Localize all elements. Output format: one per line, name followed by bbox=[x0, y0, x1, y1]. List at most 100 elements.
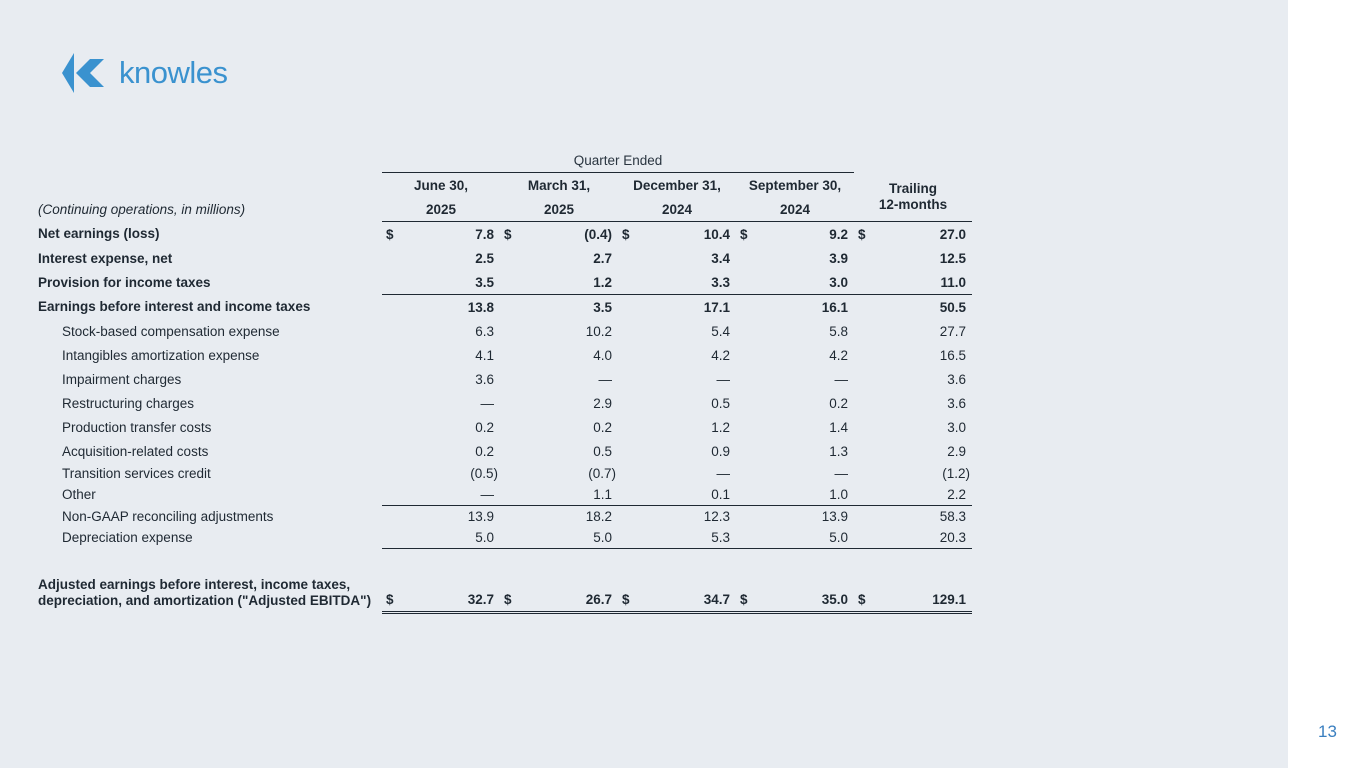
col-header-2-line1: March 31, bbox=[500, 172, 618, 197]
cell-value: (0.7) bbox=[588, 466, 616, 481]
cell-value: (0.5) bbox=[470, 466, 498, 481]
cell-value: 5.3 bbox=[711, 530, 730, 545]
table-row: Acquisition-related costs 0.2 0.5 0.9 1.… bbox=[38, 439, 972, 463]
trailing-header-line1: Trailing bbox=[888, 180, 937, 196]
row-label: Adjusted earnings before interest, incom… bbox=[38, 576, 372, 608]
table-row: Intangibles amortization expense 4.1 4.0… bbox=[38, 343, 972, 367]
currency-symbol: $ bbox=[854, 221, 872, 246]
cell-value: 12.5 bbox=[939, 250, 966, 266]
row-label: Depreciation expense bbox=[62, 530, 193, 546]
cell-value: — bbox=[480, 395, 495, 411]
ebitda-reconciliation-table: Quarter Ended June 30, March 31, Decembe… bbox=[38, 148, 972, 614]
row-label: Non-GAAP reconciling adjustments bbox=[62, 508, 274, 524]
cell-value: 0.2 bbox=[475, 443, 494, 459]
cell-value: 11.0 bbox=[940, 274, 966, 290]
cell-value: 10.4 bbox=[636, 221, 736, 246]
row-label: Interest expense, net bbox=[38, 250, 173, 266]
cell-value: 35.0 bbox=[754, 548, 854, 614]
row-label: Production transfer costs bbox=[62, 419, 212, 435]
cell-value: — bbox=[834, 466, 849, 481]
cell-value: 17.1 bbox=[636, 294, 736, 319]
cell-value: 0.5 bbox=[593, 443, 612, 459]
col-header-3-line2: 2024 bbox=[661, 201, 693, 217]
currency-symbol: $ bbox=[618, 548, 636, 614]
row-label: Other bbox=[62, 487, 96, 503]
cell-value: 0.5 bbox=[711, 395, 730, 411]
company-logo: knowles bbox=[62, 52, 228, 94]
cell-value: (0.4) bbox=[518, 221, 618, 246]
currency-symbol: $ bbox=[736, 548, 754, 614]
cell-value: 7.8 bbox=[400, 221, 500, 246]
cell-value: 2.2 bbox=[947, 487, 966, 502]
table-row: Provision for income taxes 3.5 1.2 3.3 3… bbox=[38, 270, 972, 295]
cell-value: (1.2) bbox=[942, 466, 970, 481]
cell-value: 32.7 bbox=[400, 548, 500, 614]
table-row: Depreciation expense 5.0 5.0 5.3 5.0 20.… bbox=[38, 527, 972, 549]
table-row: Interest expense, net 2.5 2.7 3.4 3.9 12… bbox=[38, 246, 972, 270]
cell-value: 6.3 bbox=[475, 323, 494, 339]
row-label: Earnings before interest and income taxe… bbox=[38, 299, 311, 315]
row-label: Stock-based compensation expense bbox=[62, 323, 280, 339]
col-header-1-line1: June 30, bbox=[382, 172, 500, 197]
cell-value: 0.9 bbox=[711, 443, 730, 459]
cell-value: 3.5 bbox=[475, 274, 494, 290]
cell-value: 3.6 bbox=[947, 395, 966, 411]
cell-value: 3.0 bbox=[947, 419, 966, 435]
currency-symbol: $ bbox=[500, 548, 518, 614]
cell-value: 4.2 bbox=[711, 347, 730, 363]
cell-value: 0.2 bbox=[593, 419, 612, 435]
cell-value: 0.1 bbox=[711, 487, 730, 502]
cell-value: — bbox=[834, 371, 849, 387]
col-header-4-line2: 2024 bbox=[779, 201, 811, 217]
row-label: Net earnings (loss) bbox=[38, 226, 160, 242]
cell-value: 4.1 bbox=[475, 347, 494, 363]
table-caption: (Continuing operations, in millions) bbox=[38, 201, 246, 217]
cell-value: 2.5 bbox=[475, 250, 494, 266]
cell-value: 1.0 bbox=[829, 487, 848, 502]
cell-value: 5.0 bbox=[475, 530, 494, 545]
table-row: Non-GAAP reconciling adjustments 13.9 18… bbox=[38, 505, 972, 527]
row-label: Transition services credit bbox=[62, 466, 211, 481]
cell-value: 3.6 bbox=[475, 371, 494, 387]
table-row: Impairment charges 3.6 — — — 3.6 bbox=[38, 367, 972, 391]
cell-value: 9.2 bbox=[754, 221, 854, 246]
cell-value: 3.9 bbox=[829, 250, 848, 266]
cell-value: 27.7 bbox=[939, 323, 966, 339]
quarter-ended-header: Quarter Ended bbox=[573, 152, 663, 168]
cell-value: 20.3 bbox=[939, 530, 966, 545]
row-label: Restructuring charges bbox=[62, 395, 195, 411]
cell-value: 10.2 bbox=[585, 323, 612, 339]
cell-value: 3.6 bbox=[947, 371, 966, 387]
table-row: Transition services credit (0.5) (0.7) —… bbox=[38, 463, 972, 484]
cell-value: 5.0 bbox=[593, 530, 612, 545]
cell-value: 1.2 bbox=[593, 274, 612, 290]
table-row: Stock-based compensation expense 6.3 10.… bbox=[38, 319, 972, 343]
cell-value: — bbox=[716, 466, 731, 481]
cell-value: 1.2 bbox=[711, 419, 730, 435]
cell-value: 5.4 bbox=[711, 323, 730, 339]
cell-value: 5.8 bbox=[829, 323, 848, 339]
cell-value: 3.3 bbox=[711, 274, 730, 290]
cell-value: 2.9 bbox=[593, 395, 612, 411]
currency-symbol: $ bbox=[500, 221, 518, 246]
currency-symbol: $ bbox=[736, 221, 754, 246]
currency-symbol: $ bbox=[382, 221, 400, 246]
col-header-3-line1: December 31, bbox=[618, 172, 736, 197]
currency-symbol: $ bbox=[382, 548, 400, 614]
cell-value: 18.2 bbox=[518, 505, 618, 527]
cell-value: — bbox=[716, 371, 731, 387]
cell-value: 1.4 bbox=[829, 419, 848, 435]
cell-value: 1.1 bbox=[593, 487, 612, 502]
cell-value: 3.4 bbox=[711, 250, 730, 266]
knowles-chevron-logo-icon bbox=[62, 53, 104, 93]
cell-value: 4.2 bbox=[829, 347, 848, 363]
col-header-4-line1: September 30, bbox=[736, 172, 854, 197]
table-row: Adjusted earnings before interest, incom… bbox=[38, 548, 972, 614]
currency-symbol: $ bbox=[618, 221, 636, 246]
col-header-1-line2: 2025 bbox=[425, 201, 457, 217]
table-row: Net earnings (loss) $ 7.8 $ (0.4) $ 10.4… bbox=[38, 221, 972, 246]
cell-value: 0.2 bbox=[475, 419, 494, 435]
row-label: Intangibles amortization expense bbox=[62, 347, 260, 363]
cell-value: 27.0 bbox=[872, 221, 972, 246]
cell-value: 16.1 bbox=[754, 294, 854, 319]
